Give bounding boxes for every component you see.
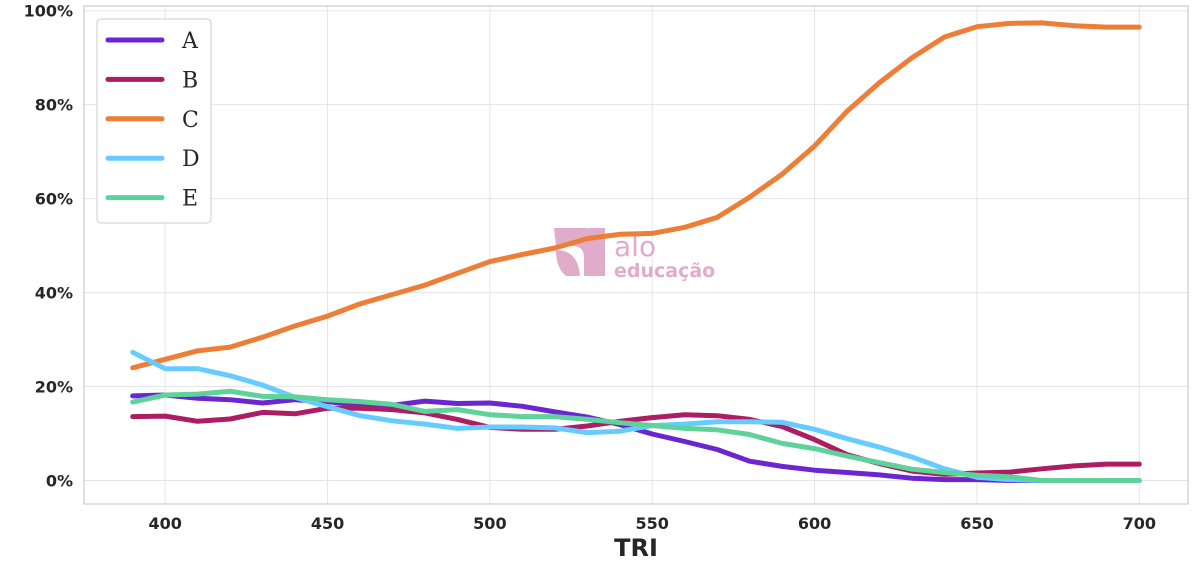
x-tick-label: 700 xyxy=(1123,514,1156,533)
series-line-b xyxy=(130,405,1142,477)
grid xyxy=(84,6,1188,504)
x-axis-label: TRI xyxy=(614,534,658,560)
plot-frame xyxy=(83,5,1189,505)
series-line-c xyxy=(130,20,1142,371)
x-tick-label: 550 xyxy=(636,514,669,533)
y-axis-ticks: 0% 20% 40% 60% 80% 100% xyxy=(24,2,73,491)
x-axis-ticks: 400 450 500 550 600 650 700 xyxy=(148,514,1156,533)
y-tick-label: 100% xyxy=(24,2,73,21)
series-line-d xyxy=(130,349,1142,483)
legend-label-e: E xyxy=(182,187,198,212)
legend-label-a: A xyxy=(181,29,199,54)
series xyxy=(130,20,1142,483)
x-tick-label: 650 xyxy=(960,514,993,533)
x-tick-label: 500 xyxy=(473,514,506,533)
series-line-e xyxy=(130,388,1142,483)
y-tick-label: 0% xyxy=(46,472,73,491)
x-tick-label: 450 xyxy=(311,514,344,533)
y-tick-label: 40% xyxy=(35,284,73,303)
x-tick-label: 400 xyxy=(148,514,181,533)
legend-label-d: D xyxy=(182,147,200,172)
watermark-text-educacao: educação xyxy=(614,260,715,282)
y-tick-label: 80% xyxy=(35,96,73,115)
y-tick-label: 60% xyxy=(35,190,73,209)
legend-label-c: C xyxy=(182,108,199,133)
series-line-a xyxy=(130,392,1142,483)
legend-label-b: B xyxy=(182,68,198,93)
y-tick-label: 20% xyxy=(35,378,73,397)
watermark-logo-icon-part xyxy=(556,250,580,276)
x-tick-label: 600 xyxy=(798,514,831,533)
